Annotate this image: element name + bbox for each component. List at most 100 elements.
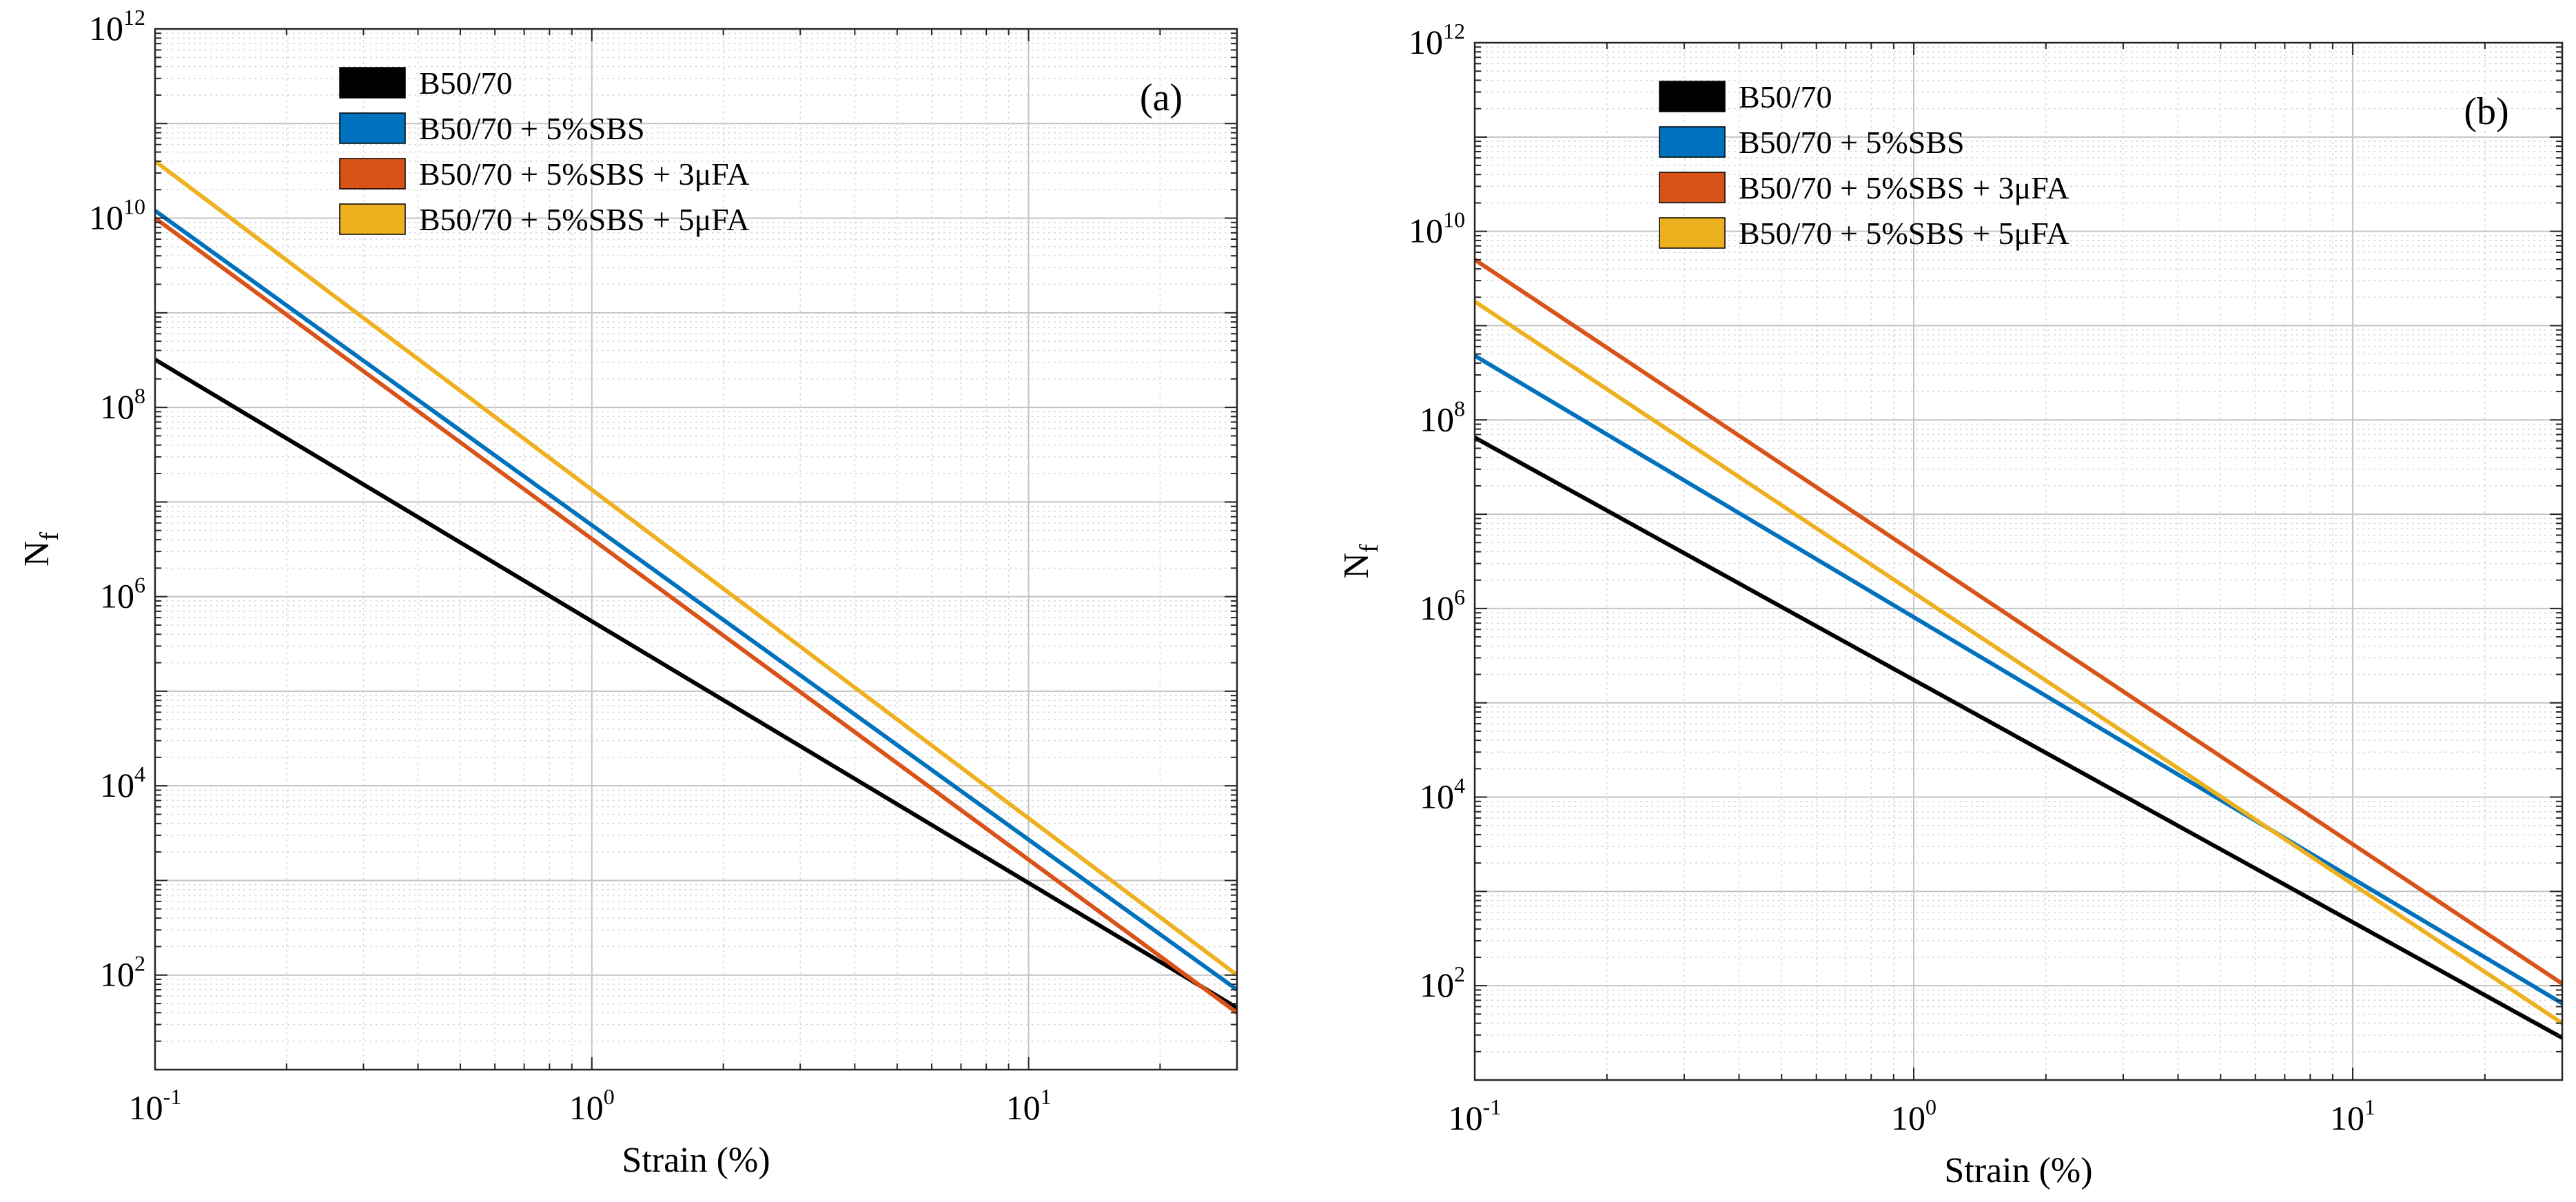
series-line-2 xyxy=(154,209,1238,992)
x-tick-exponent: 1 xyxy=(1041,1084,1052,1109)
x-tick-base: 10 xyxy=(1891,1099,1925,1137)
y-tick-exponent: 6 xyxy=(1454,584,1465,609)
y-tick-base: 10 xyxy=(1420,400,1454,438)
y-tick-base: 10 xyxy=(89,9,123,48)
legend-label-4: B50/70 + 5%SBS + 5μFA xyxy=(419,202,750,237)
grid xyxy=(155,29,1237,1070)
y-tick-label: 1010 xyxy=(89,194,145,237)
x-tick-base: 10 xyxy=(1449,1099,1483,1137)
y-tick-base: 10 xyxy=(1420,966,1454,1004)
legend-swatch-3 xyxy=(1659,172,1726,203)
y-axis-label-main: N xyxy=(17,541,57,567)
y-tick-base: 10 xyxy=(1409,212,1443,250)
legend-swatch-3 xyxy=(339,158,406,190)
data-series xyxy=(1473,258,2564,1040)
series-line-4 xyxy=(154,159,1238,977)
y-axis-label: Nf xyxy=(1337,544,1384,579)
x-axis-label: Strain (%) xyxy=(622,1141,770,1180)
y-tick-exponent: 12 xyxy=(1443,19,1465,43)
y-tick-label: 106 xyxy=(1420,584,1465,627)
legend-label-4: B50/70 + 5%SBS + 5μFA xyxy=(1739,216,2069,251)
x-tick-exponent: 1 xyxy=(2364,1094,2375,1119)
y-tick-exponent: 2 xyxy=(1454,961,1465,986)
series-line-1 xyxy=(1473,436,2564,1040)
y-tick-label: 102 xyxy=(1420,961,1465,1004)
legend: B50/70 B50/70 + 5%SBS B50/70 + 5%SBS + 3μF… xyxy=(1659,79,2069,251)
x-tick-exponent: 0 xyxy=(1925,1094,1936,1119)
x-tick-base: 10 xyxy=(2330,1099,2364,1137)
x-tick-label: 100 xyxy=(1891,1094,1936,1137)
y-tick-base: 10 xyxy=(1420,777,1454,816)
y-axis-label-subscript: f xyxy=(35,532,64,541)
y-tick-exponent: 10 xyxy=(1443,207,1465,232)
legend-swatch-4 xyxy=(1659,217,1726,249)
series-line-3 xyxy=(154,216,1238,1015)
legend-swatch-4 xyxy=(339,203,406,235)
y-tick-label: 102 xyxy=(100,951,145,994)
axes-box xyxy=(154,28,1238,1071)
series-line-3 xyxy=(1473,258,2564,986)
y-tick-exponent: 2 xyxy=(134,951,145,976)
x-axis-label: Strain (%) xyxy=(1944,1151,2092,1190)
y-tick-label: 1012 xyxy=(1409,19,1465,61)
tick-marks xyxy=(1474,42,2563,1081)
y-axis-label-subscript: f xyxy=(1355,544,1384,553)
y-tick-exponent: 4 xyxy=(134,762,145,786)
y-tick-base: 10 xyxy=(100,766,134,804)
legend-label-3: B50/70 + 5%SBS + 3μFA xyxy=(419,156,750,192)
legend: B50/70 B50/70 + 5%SBS B50/70 + 5%SBS + 3μF… xyxy=(339,65,750,237)
panel-label: (b) xyxy=(2464,90,2508,133)
y-tick-base: 10 xyxy=(100,577,134,615)
y-tick-label: 104 xyxy=(1420,773,1465,816)
y-tick-exponent: 6 xyxy=(134,573,145,598)
x-tick-label: 101 xyxy=(2330,1094,2375,1137)
legend-label-1: B50/70 xyxy=(419,65,512,101)
y-tick-base: 10 xyxy=(100,387,134,426)
x-tick-label: 100 xyxy=(569,1084,615,1127)
tick-marks xyxy=(154,28,1238,1070)
x-tick-label: 101 xyxy=(1006,1084,1052,1127)
x-tick-label: 10-1 xyxy=(1449,1094,1502,1137)
y-tick-label: 108 xyxy=(1420,396,1465,438)
y-tick-label: 108 xyxy=(100,383,145,426)
x-tick-exponent: -1 xyxy=(163,1084,182,1109)
series-line-2 xyxy=(1473,354,2564,1006)
y-tick-label: 104 xyxy=(100,762,145,804)
y-tick-label: 1010 xyxy=(1409,207,1465,250)
y-tick-base: 10 xyxy=(1409,23,1443,61)
legend-label-3: B50/70 + 5%SBS + 3μFA xyxy=(1739,170,2069,205)
y-axis-label: Nf xyxy=(17,532,64,567)
legend-label-1: B50/70 xyxy=(1739,79,1832,114)
x-tick-base: 10 xyxy=(1006,1088,1041,1127)
series-line-4 xyxy=(1473,300,2564,1026)
legend-label-2: B50/70 + 5%SBS xyxy=(1739,125,1965,160)
y-tick-exponent: 12 xyxy=(123,5,145,30)
y-tick-exponent: 8 xyxy=(134,383,145,408)
y-axis-label-main: N xyxy=(1337,553,1376,579)
x-tick-exponent: -1 xyxy=(1483,1094,1502,1119)
y-tick-label: 1012 xyxy=(89,5,145,48)
panel-label: (a) xyxy=(1140,77,1183,119)
y-tick-exponent: 4 xyxy=(1454,773,1465,798)
x-tick-base: 10 xyxy=(129,1088,163,1127)
y-tick-base: 10 xyxy=(89,198,123,237)
y-tick-label: 106 xyxy=(100,573,145,615)
y-tick-base: 10 xyxy=(1420,589,1454,627)
y-tick-exponent: 10 xyxy=(123,194,145,219)
x-tick-label: 10-1 xyxy=(129,1084,182,1127)
grid xyxy=(1475,43,2562,1080)
legend-swatch-2 xyxy=(1659,126,1726,158)
legend-swatch-1 xyxy=(1659,81,1726,112)
legend-label-2: B50/70 + 5%SBS xyxy=(419,111,645,146)
data-series xyxy=(154,159,1238,1015)
x-tick-exponent: 0 xyxy=(604,1084,615,1109)
legend-swatch-2 xyxy=(339,112,406,144)
legend-swatch-1 xyxy=(339,67,406,99)
y-tick-exponent: 8 xyxy=(1454,396,1465,420)
y-tick-base: 10 xyxy=(100,955,134,994)
series-line-1 xyxy=(154,358,1238,1010)
